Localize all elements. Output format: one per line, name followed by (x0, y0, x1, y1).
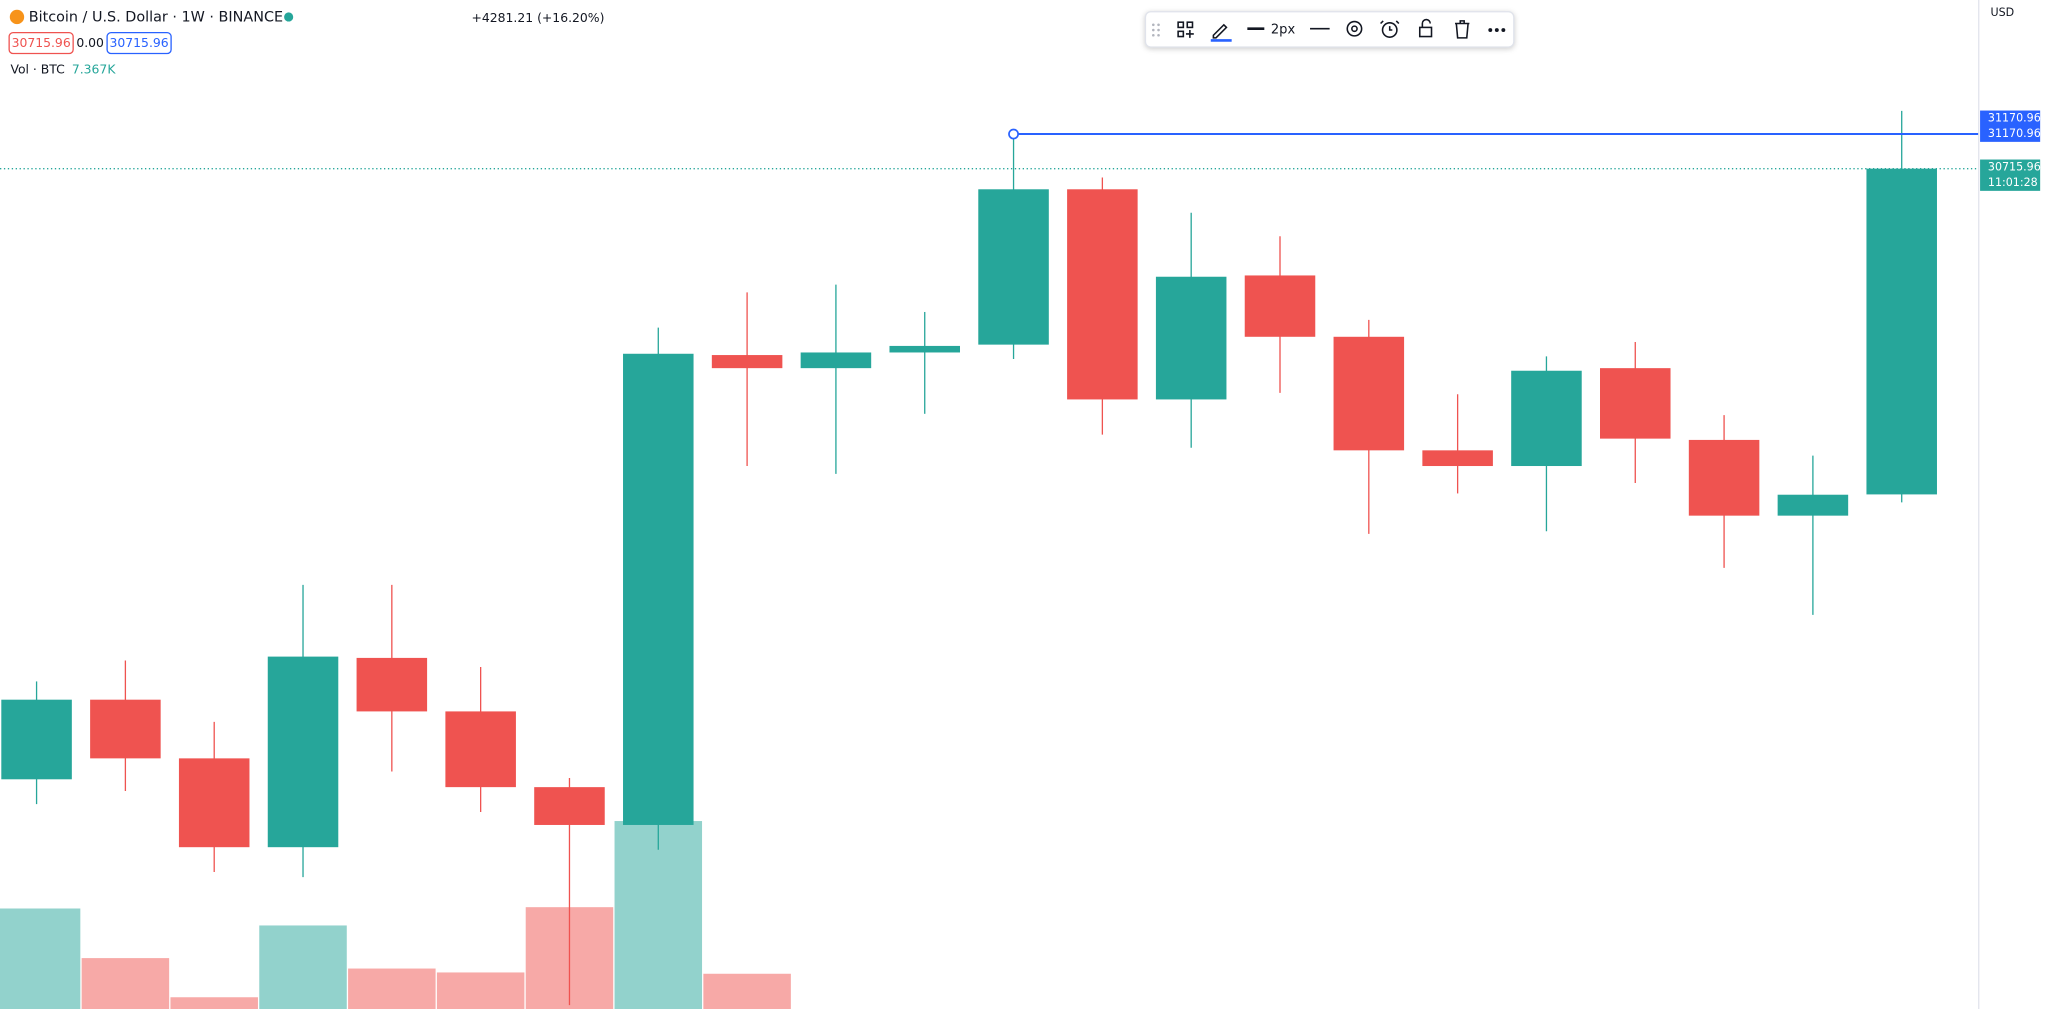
candle-body (1333, 336, 1405, 451)
candle-body (800, 352, 872, 369)
hline-tag (1980, 110, 2041, 142)
candle-body (90, 699, 161, 759)
buy-price[interactable]: 30715.96 (110, 35, 169, 50)
candles (1, 110, 1937, 1006)
overlay (0, 128, 1979, 170)
hline-tag-label: 31170.96 (1988, 111, 2041, 124)
volume-bar (703, 973, 791, 1009)
candle-body (1155, 276, 1227, 400)
buy-box[interactable] (106, 31, 172, 55)
lock-button[interactable] (1418, 18, 1433, 38)
market-status (284, 12, 294, 22)
templates-button[interactable] (1177, 21, 1194, 38)
volume-bar (436, 972, 525, 1009)
price-axis-labels: 31170.96 31170.96 30715.96 11:01:28 (1980, 110, 2041, 191)
volume-bar (81, 958, 170, 1009)
candle-body (1, 699, 72, 780)
candle-body (445, 711, 516, 788)
candle-body (1777, 494, 1849, 516)
sell-price[interactable]: 30715.96 (12, 35, 71, 50)
volume-bar (0, 908, 81, 1009)
candle-body (1688, 439, 1760, 516)
candle-body (534, 787, 605, 825)
candle-body (267, 656, 339, 848)
ray-anchor (1008, 128, 1019, 140)
alert-button[interactable] (1380, 20, 1400, 38)
color-button[interactable] (1210, 23, 1232, 42)
volume-value: 7.367K (72, 61, 116, 76)
candle-body (623, 353, 694, 825)
candle-body (978, 189, 1049, 345)
change: +4281.21 (+16.20%) (472, 10, 605, 25)
candle-body (889, 345, 960, 353)
candle-body (1067, 189, 1138, 400)
candle-body (1244, 275, 1316, 337)
last-price-tag (1980, 159, 2041, 191)
candle-body (1600, 368, 1671, 439)
more-button[interactable] (1488, 28, 1506, 32)
sell-box[interactable] (8, 31, 74, 55)
hline-label: 31170.96 (1988, 127, 2041, 140)
drawing-toolbar: 2px (1144, 11, 1515, 48)
candle-body (178, 758, 250, 848)
line-width[interactable]: 2px (1271, 23, 1296, 38)
settings-button[interactable] (1346, 20, 1363, 37)
volume-bar (614, 821, 703, 1009)
volume-bar (348, 968, 436, 1009)
drag-handle[interactable] (1152, 23, 1160, 37)
volume-label: Vol · BTC (10, 61, 64, 76)
bar-countdown: 11:01:28 (1988, 176, 2038, 189)
candle-body (1866, 168, 1937, 495)
delete-button[interactable] (1455, 20, 1470, 39)
volume-bar (259, 925, 347, 1009)
candle-body (711, 355, 783, 369)
price-axis (1979, 0, 2048, 1009)
candle-body (356, 657, 428, 712)
spread: 0.00 (76, 35, 104, 50)
symbol-title[interactable]: Bitcoin / U.S. Dollar · 1W · BINANCE (29, 10, 283, 26)
last-price-label: 30715.96 (1988, 160, 2041, 173)
candle-body (1511, 370, 1582, 467)
candle-body (1422, 450, 1493, 467)
currency[interactable]: USD (1991, 6, 2015, 19)
volume-bar (170, 997, 258, 1009)
coin-icon (9, 9, 25, 25)
volume (0, 821, 791, 1009)
